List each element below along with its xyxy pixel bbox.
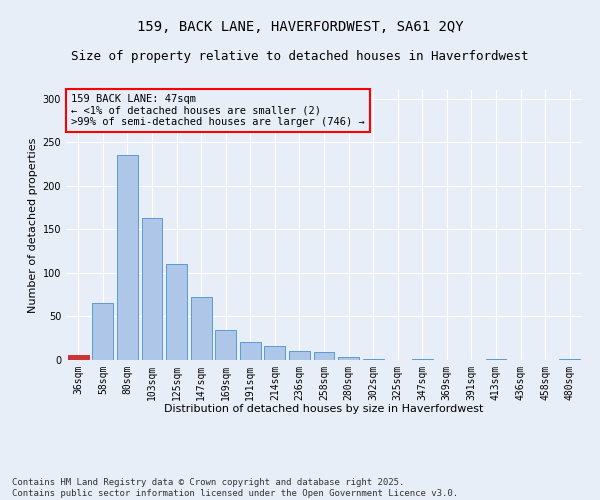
Bar: [166, 264, 187, 360]
X-axis label: Distribution of detached houses by size in Haverfordwest: Distribution of detached houses by size …: [164, 404, 484, 414]
Bar: [142, 218, 163, 360]
Bar: [240, 342, 261, 360]
Bar: [92, 304, 113, 360]
Bar: [559, 359, 580, 360]
Bar: [191, 298, 212, 360]
Bar: [68, 355, 89, 360]
Bar: [338, 358, 359, 360]
Text: Contains HM Land Registry data © Crown copyright and database right 2025.
Contai: Contains HM Land Registry data © Crown c…: [12, 478, 458, 498]
Bar: [265, 346, 286, 360]
Bar: [215, 330, 236, 360]
Text: 159, BACK LANE, HAVERFORDWEST, SA61 2QY: 159, BACK LANE, HAVERFORDWEST, SA61 2QY: [137, 20, 463, 34]
Y-axis label: Number of detached properties: Number of detached properties: [28, 138, 38, 312]
Bar: [485, 359, 506, 360]
Bar: [412, 359, 433, 360]
Text: Size of property relative to detached houses in Haverfordwest: Size of property relative to detached ho…: [71, 50, 529, 63]
Text: 159 BACK LANE: 47sqm
← <1% of detached houses are smaller (2)
>99% of semi-detac: 159 BACK LANE: 47sqm ← <1% of detached h…: [71, 94, 365, 127]
Bar: [314, 352, 334, 360]
Bar: [362, 359, 383, 360]
Bar: [289, 352, 310, 360]
Bar: [117, 156, 138, 360]
